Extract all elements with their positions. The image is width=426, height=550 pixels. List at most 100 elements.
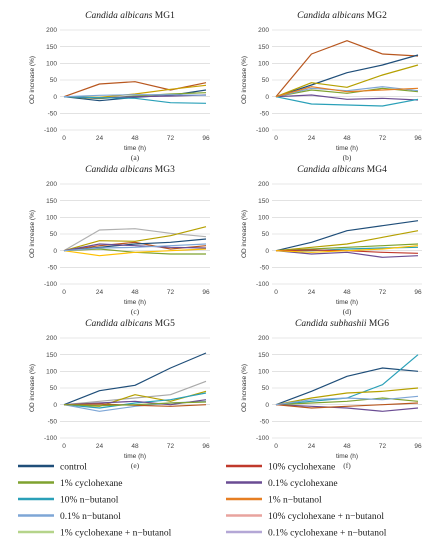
y-tick-label: 150 [258,198,269,205]
series-line [63,94,207,98]
series-line [275,86,419,98]
legend-item: 1% cyclohexane + n−butanol [18,528,172,538]
series-line [275,64,419,98]
y-tick-label: 50 [50,385,58,392]
x-axis-label: time (h) [336,299,358,306]
y-tick-label: 0 [53,402,57,409]
x-tick-label: 24 [96,135,104,142]
series-line [275,86,419,98]
x-tick-label: 96 [202,135,210,142]
series-line [275,402,419,409]
y-tick-label: -50 [48,111,58,118]
y-axis-label: OD increase (%) [29,364,36,412]
x-tick-label: 0 [274,135,278,142]
x-tick-label: 24 [308,443,316,450]
x-tick-label: 72 [167,289,175,296]
y-tick-label: -50 [260,111,270,118]
series-line [63,243,207,252]
x-tick-label: 48 [131,443,139,450]
y-tick-label: 50 [50,77,58,84]
series-line [275,40,419,98]
x-tick-label: 72 [167,135,175,142]
panel-title: Candida subhashii MG6 [295,319,389,329]
legend-label: 1% n−butanol [268,495,322,505]
y-tick-label: -100 [256,127,269,134]
x-tick-label: 48 [343,289,351,296]
y-tick-label: 100 [258,369,269,376]
y-tick-label: 100 [46,215,57,222]
series-line [275,230,419,252]
legend-item: 0.1% cyclohexane + n−butanol [226,528,387,538]
x-axis-label: time (h) [336,453,358,460]
series-line [63,403,207,407]
series-line [275,54,419,98]
legend-label: 0.1% cyclohexane + n−butanol [268,528,387,538]
y-tick-label: 0 [265,402,269,409]
y-tick-label: 50 [262,385,270,392]
y-axis-label: OD increase (%) [29,56,36,104]
series-line [275,250,419,258]
y-tick-label: 150 [46,44,57,51]
x-tick-label: 24 [308,135,316,142]
series-line [63,96,207,104]
x-tick-label: 96 [414,289,422,296]
y-tick-label: 100 [258,61,269,68]
x-axis-label: time (h) [124,299,146,306]
series-line [275,404,419,412]
legend-label: 10% cyclohexane + n−butanol [268,512,384,522]
legend-item: control [18,462,87,472]
panel-title: Candida albicans MG5 [85,319,175,329]
y-tick-label: 0 [53,94,57,101]
x-axis-label: time (h) [124,453,146,460]
panel-label: (f) [343,461,351,470]
chart-panel-3: Candida albicans MG3 200 150 100 50 0 -50 -100 0… [29,165,210,316]
y-tick-label: -100 [44,435,57,442]
y-tick-label: 0 [265,94,269,101]
legend-item: 0.1% cyclohexane [226,479,338,489]
y-tick-label: 50 [262,77,270,84]
y-axis-label: OD increase (%) [241,56,248,104]
x-tick-label: 96 [414,135,422,142]
y-tick-label: -50 [260,265,270,272]
x-tick-label: 48 [131,135,139,142]
legend-item: 10% n−butanol [18,495,119,505]
x-tick-label: 72 [379,443,387,450]
y-tick-label: 50 [50,231,58,238]
x-tick-label: 24 [96,443,104,450]
legend-label: 0.1% n−butanol [60,512,121,522]
x-tick-label: 48 [343,443,351,450]
chart-panels: Candida albicans MG1 200 150 100 50 0 -50 -100 0… [29,11,422,470]
y-tick-label: 200 [258,27,269,34]
series-line [63,392,207,409]
x-tick-label: 96 [414,443,422,450]
panel-title: Candida albicans MG2 [297,11,387,21]
series-line [63,226,207,252]
y-tick-label: 150 [258,44,269,51]
y-tick-label: 100 [46,61,57,68]
x-tick-label: 0 [274,289,278,296]
legend-item: 1% cyclohexane [18,479,123,489]
chart-panel-5: Candida albicans MG5 200 150 100 50 0 -50 -100 0… [29,319,210,470]
y-tick-label: 200 [258,335,269,342]
x-axis-label: time (h) [336,145,358,152]
panel-label: (c) [131,307,140,316]
legend-label: 1% cyclohexane + n−butanol [60,528,172,538]
y-tick-label: 200 [46,27,57,34]
series-line [63,228,207,252]
series-line [63,248,207,257]
y-tick-label: 200 [46,181,57,188]
series-line [63,380,207,406]
legend-label: 1% cyclohexane [60,479,123,489]
chart-panel-4: Candida albicans MG4 200 150 100 50 0 -50 -100 0… [241,165,422,316]
y-tick-label: -100 [44,127,57,134]
series-line [275,245,419,253]
y-tick-label: -100 [44,281,57,288]
series-line [275,367,419,406]
y-tick-label: -50 [260,419,270,426]
series-line [63,401,207,407]
series-line [275,387,419,406]
legend-item: 10% cyclohexane + n−butanol [226,512,384,522]
legend-label: 0.1% cyclohexane [268,479,338,489]
x-tick-label: 24 [308,289,316,296]
